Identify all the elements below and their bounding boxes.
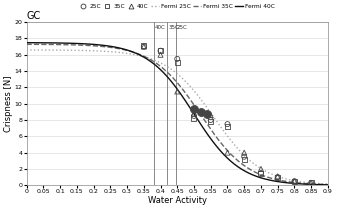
Point	[275, 176, 280, 180]
Point	[175, 61, 180, 65]
Point	[191, 108, 197, 111]
Point	[258, 167, 264, 171]
Point	[275, 175, 280, 179]
Point	[191, 112, 197, 115]
Point	[292, 180, 297, 183]
Y-axis label: Crispness [N]: Crispness [N]	[4, 75, 13, 132]
Text: GC: GC	[27, 11, 41, 21]
Text: 40C: 40C	[155, 25, 165, 31]
Point	[205, 113, 210, 116]
Point	[275, 175, 280, 178]
Point	[292, 180, 297, 183]
Point	[158, 49, 163, 52]
Point	[242, 158, 247, 161]
Point	[292, 180, 297, 183]
Point	[308, 181, 314, 185]
Point	[158, 53, 163, 56]
Point	[225, 122, 230, 126]
X-axis label: Water Activity: Water Activity	[148, 196, 207, 205]
Point	[175, 90, 180, 93]
Text: 35C: 35C	[168, 25, 179, 31]
Point	[242, 151, 247, 154]
Point	[158, 49, 163, 52]
Point	[141, 45, 147, 48]
Point	[225, 151, 230, 154]
Point	[242, 155, 247, 158]
Point	[308, 181, 314, 185]
Point	[141, 45, 147, 48]
Point	[208, 118, 213, 122]
Legend: 25C, 35C, 40C, Fermi 25C, Fermi 35C, Fermi 40C: 25C, 35C, 40C, Fermi 25C, Fermi 35C, Fer…	[80, 4, 275, 9]
Point	[175, 57, 180, 61]
Point	[141, 43, 147, 47]
Point	[258, 171, 264, 175]
Point	[308, 181, 314, 185]
Point	[191, 114, 197, 118]
Point	[208, 120, 213, 123]
Point	[191, 117, 197, 120]
Point	[198, 110, 203, 113]
Point	[225, 125, 230, 128]
Text: 25C: 25C	[177, 25, 187, 31]
Point	[208, 113, 213, 117]
Point	[258, 171, 264, 175]
